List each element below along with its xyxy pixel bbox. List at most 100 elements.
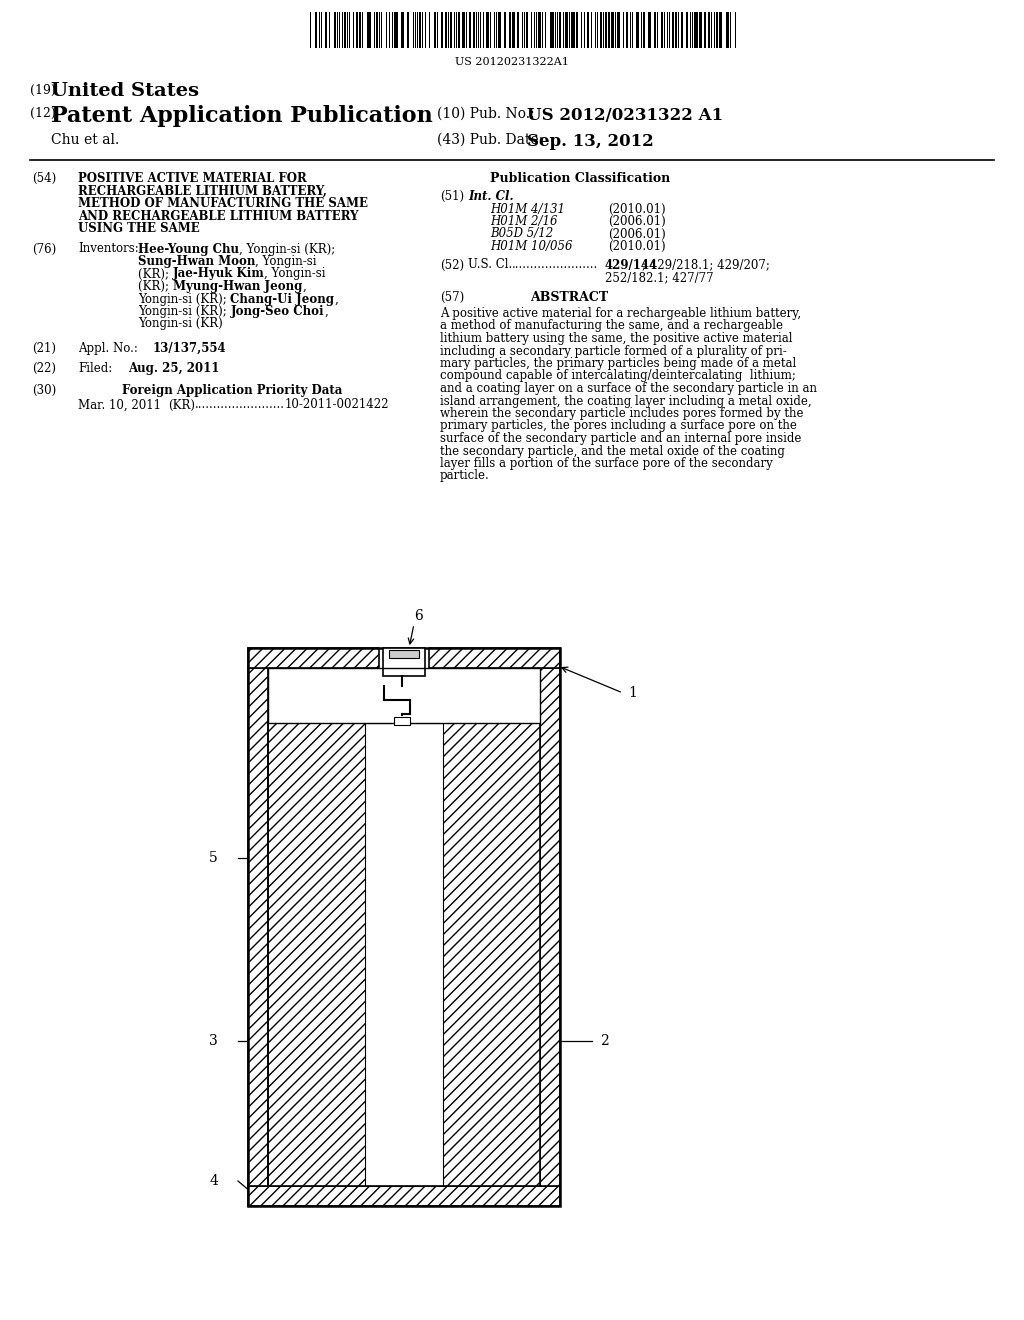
- Text: 10-2011-0021422: 10-2011-0021422: [285, 399, 389, 412]
- Bar: [605, 12, 607, 48]
- Text: (76): (76): [32, 243, 56, 256]
- Text: Chu et al.: Chu et al.: [51, 133, 119, 147]
- Bar: [462, 12, 465, 48]
- Bar: [394, 12, 398, 48]
- Text: (2006.01): (2006.01): [608, 215, 666, 228]
- Bar: [587, 12, 589, 48]
- Bar: [450, 12, 452, 48]
- Bar: [643, 12, 645, 48]
- Text: 1: 1: [628, 686, 637, 700]
- Text: (54): (54): [32, 172, 56, 185]
- Text: (2010.01): (2010.01): [608, 240, 666, 253]
- Bar: [600, 12, 602, 48]
- Bar: [473, 12, 475, 48]
- Bar: [383, 648, 425, 676]
- Text: (2006.01): (2006.01): [608, 227, 666, 240]
- Bar: [575, 12, 578, 48]
- Text: , Yongin-si: , Yongin-si: [255, 255, 316, 268]
- Bar: [441, 12, 443, 48]
- Text: (21): (21): [32, 342, 56, 355]
- Bar: [268, 723, 365, 1185]
- Bar: [365, 723, 443, 1185]
- Text: Appl. No.:: Appl. No.:: [78, 342, 138, 355]
- Text: H01M 2/16: H01M 2/16: [490, 215, 557, 228]
- Bar: [367, 12, 371, 48]
- Text: layer fills a portion of the surface pore of the secondary: layer fills a portion of the surface por…: [440, 457, 773, 470]
- Text: including a secondary particle formed of a plurality of pri-: including a secondary particle formed of…: [440, 345, 786, 358]
- Bar: [498, 12, 501, 48]
- Text: compound capable of intercalating/deintercalating  lithium;: compound capable of intercalating/deinte…: [440, 370, 796, 383]
- Text: AND RECHARGEABLE LITHIUM BATTERY: AND RECHARGEABLE LITHIUM BATTERY: [78, 210, 358, 223]
- Text: surface of the secondary particle and an internal pore inside: surface of the secondary particle and an…: [440, 432, 802, 445]
- Text: Foreign Application Priority Data: Foreign Application Priority Data: [122, 384, 342, 397]
- Bar: [356, 12, 358, 48]
- Bar: [434, 12, 436, 48]
- Text: (52): (52): [440, 259, 464, 272]
- Bar: [376, 12, 378, 48]
- Text: 4: 4: [209, 1173, 218, 1188]
- Text: ; 429/218.1; 429/207;: ; 429/218.1; 429/207;: [642, 259, 770, 272]
- Text: (10) Pub. No.:: (10) Pub. No.:: [437, 107, 535, 121]
- Text: 13/137,554: 13/137,554: [153, 342, 226, 355]
- Text: Hee-Young Chu: Hee-Young Chu: [138, 243, 239, 256]
- Bar: [681, 12, 683, 48]
- Bar: [611, 12, 614, 48]
- Text: mary particles, the primary particles being made of a metal: mary particles, the primary particles be…: [440, 356, 797, 370]
- Bar: [504, 12, 506, 48]
- Bar: [248, 1185, 560, 1206]
- Text: Yongin-si (KR);: Yongin-si (KR);: [138, 305, 230, 318]
- Text: METHOD OF MANUFACTURING THE SAME: METHOD OF MANUFACTURING THE SAME: [78, 197, 368, 210]
- Bar: [268, 668, 540, 723]
- Bar: [694, 12, 698, 48]
- Bar: [716, 12, 718, 48]
- Bar: [719, 12, 722, 48]
- Text: 429/144: 429/144: [605, 259, 658, 272]
- Text: RECHARGEABLE LITHIUM BATTERY,: RECHARGEABLE LITHIUM BATTERY,: [78, 185, 327, 198]
- Text: (51): (51): [440, 190, 464, 203]
- Bar: [458, 12, 460, 48]
- Text: 252/182.1; 427/77: 252/182.1; 427/77: [605, 271, 714, 284]
- Text: Yongin-si (KR): Yongin-si (KR): [138, 318, 223, 330]
- Bar: [419, 12, 421, 48]
- Bar: [512, 12, 515, 48]
- Bar: [486, 12, 489, 48]
- Text: (2010.01): (2010.01): [608, 202, 666, 215]
- Text: US 20120231322A1: US 20120231322A1: [455, 57, 569, 67]
- Text: ,: ,: [302, 280, 306, 293]
- Text: Sung-Hwan Moon: Sung-Hwan Moon: [138, 255, 255, 268]
- Bar: [617, 12, 620, 48]
- Text: wherein the secondary particle includes pores formed by the: wherein the secondary particle includes …: [440, 407, 804, 420]
- Text: , Yongin-si (KR);: , Yongin-si (KR);: [239, 243, 335, 256]
- Bar: [407, 12, 409, 48]
- Text: (43) Pub. Date:: (43) Pub. Date:: [437, 133, 544, 147]
- Text: Yongin-si (KR);: Yongin-si (KR);: [138, 293, 230, 305]
- Text: B05D 5/12: B05D 5/12: [490, 227, 553, 240]
- Text: .......................: .......................: [512, 259, 598, 272]
- Bar: [248, 648, 560, 1206]
- Text: 2: 2: [600, 1034, 608, 1048]
- Text: (19): (19): [30, 84, 55, 96]
- Bar: [248, 668, 268, 1185]
- Bar: [726, 12, 729, 48]
- Text: (12): (12): [30, 107, 55, 120]
- Bar: [359, 12, 361, 48]
- Bar: [443, 723, 540, 1185]
- Bar: [662, 12, 663, 48]
- Bar: [626, 12, 628, 48]
- Text: Jae-Hyuk Kim: Jae-Hyuk Kim: [173, 268, 264, 281]
- Bar: [538, 12, 541, 48]
- Text: ........................: ........................: [195, 399, 285, 412]
- Bar: [344, 12, 346, 48]
- Text: USING THE SAME: USING THE SAME: [78, 222, 200, 235]
- Bar: [268, 723, 540, 1185]
- Bar: [705, 12, 706, 48]
- Text: ,: ,: [325, 305, 328, 318]
- Text: (22): (22): [32, 362, 56, 375]
- Text: Int. Cl.: Int. Cl.: [468, 190, 514, 203]
- Bar: [517, 12, 519, 48]
- Text: Chang-Ui Jeong: Chang-Ui Jeong: [230, 293, 335, 305]
- Text: (30): (30): [32, 384, 56, 397]
- Text: Sep. 13, 2012: Sep. 13, 2012: [527, 133, 653, 150]
- Bar: [394, 717, 410, 725]
- Bar: [268, 668, 540, 1185]
